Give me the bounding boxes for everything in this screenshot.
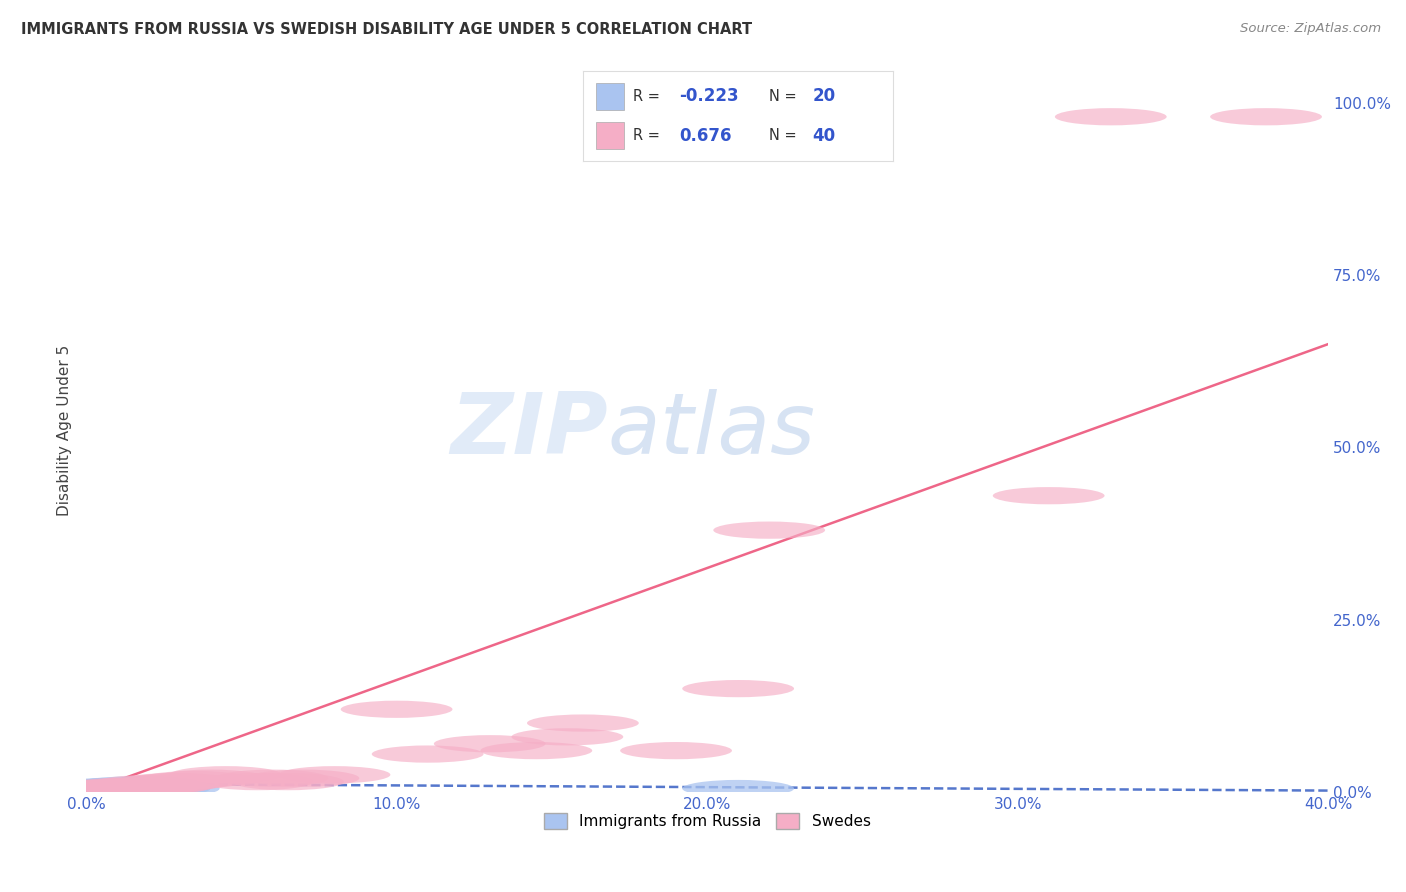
Text: ZIP: ZIP (450, 389, 607, 472)
Ellipse shape (39, 780, 152, 797)
Ellipse shape (77, 778, 188, 795)
Ellipse shape (278, 766, 391, 783)
Ellipse shape (108, 780, 219, 797)
Ellipse shape (98, 778, 211, 795)
Legend: Immigrants from Russia, Swedes: Immigrants from Russia, Swedes (537, 806, 876, 835)
Ellipse shape (434, 735, 546, 752)
Text: IMMIGRANTS FROM RUSSIA VS SWEDISH DISABILITY AGE UNDER 5 CORRELATION CHART: IMMIGRANTS FROM RUSSIA VS SWEDISH DISABI… (21, 22, 752, 37)
Ellipse shape (93, 776, 204, 794)
Ellipse shape (620, 742, 733, 759)
Ellipse shape (993, 487, 1105, 504)
Ellipse shape (70, 778, 183, 795)
Ellipse shape (86, 780, 198, 797)
Ellipse shape (340, 701, 453, 718)
Ellipse shape (104, 776, 217, 794)
Ellipse shape (37, 780, 148, 797)
Ellipse shape (46, 780, 157, 797)
Text: N =: N = (769, 89, 801, 103)
Text: Source: ZipAtlas.com: Source: ZipAtlas.com (1240, 22, 1381, 36)
Ellipse shape (682, 680, 794, 698)
Bar (596, 83, 624, 110)
Text: N =: N = (769, 128, 801, 143)
Ellipse shape (713, 522, 825, 539)
Ellipse shape (70, 778, 183, 795)
Text: 0.676: 0.676 (679, 127, 733, 145)
Ellipse shape (55, 780, 167, 797)
Ellipse shape (73, 780, 186, 797)
Ellipse shape (170, 766, 281, 783)
Ellipse shape (65, 778, 176, 795)
Ellipse shape (39, 780, 152, 797)
Ellipse shape (93, 775, 204, 792)
Ellipse shape (80, 778, 191, 795)
Ellipse shape (52, 780, 163, 797)
Ellipse shape (67, 780, 179, 797)
Ellipse shape (62, 778, 173, 795)
Ellipse shape (77, 780, 188, 797)
Ellipse shape (217, 770, 328, 787)
Ellipse shape (42, 780, 155, 797)
Ellipse shape (512, 728, 623, 746)
Ellipse shape (201, 773, 312, 790)
Ellipse shape (527, 714, 638, 731)
Ellipse shape (232, 773, 344, 790)
Text: 20: 20 (813, 87, 835, 105)
Ellipse shape (117, 773, 229, 790)
Text: R =: R = (633, 89, 665, 103)
Text: 40: 40 (813, 127, 835, 145)
Y-axis label: Disability Age Under 5: Disability Age Under 5 (58, 344, 72, 516)
Ellipse shape (65, 780, 176, 797)
Ellipse shape (155, 770, 266, 787)
Ellipse shape (247, 770, 360, 787)
Ellipse shape (682, 780, 794, 797)
Ellipse shape (89, 778, 201, 795)
Ellipse shape (139, 771, 250, 789)
Ellipse shape (49, 780, 160, 797)
Ellipse shape (58, 780, 170, 797)
Ellipse shape (46, 780, 157, 797)
Bar (596, 122, 624, 149)
Ellipse shape (73, 776, 186, 794)
Ellipse shape (83, 780, 195, 797)
Ellipse shape (481, 742, 592, 759)
Text: -0.223: -0.223 (679, 87, 740, 105)
Ellipse shape (52, 778, 163, 795)
Text: atlas: atlas (607, 389, 815, 472)
Ellipse shape (371, 746, 484, 763)
Ellipse shape (55, 780, 167, 797)
Ellipse shape (67, 780, 179, 797)
Ellipse shape (86, 780, 198, 797)
Ellipse shape (62, 780, 173, 797)
Ellipse shape (1054, 108, 1167, 126)
Ellipse shape (111, 775, 222, 792)
Text: R =: R = (633, 128, 669, 143)
Ellipse shape (80, 780, 191, 797)
Ellipse shape (1211, 108, 1322, 126)
Ellipse shape (98, 780, 211, 797)
Ellipse shape (124, 773, 235, 790)
